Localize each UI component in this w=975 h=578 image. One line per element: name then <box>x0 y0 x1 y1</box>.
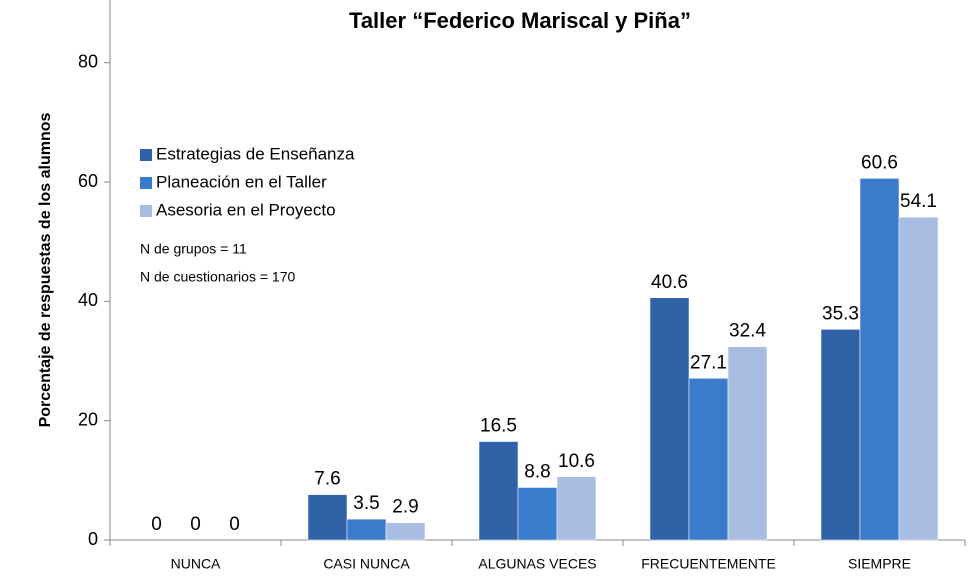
y-tick-label: 80 <box>78 51 98 71</box>
legend-swatch <box>140 205 152 217</box>
value-label: 27.1 <box>690 352 727 373</box>
value-label: 32.4 <box>729 321 766 342</box>
y-tick-label: 60 <box>78 171 98 191</box>
legend-label: Asesoria en el Proyecto <box>156 200 336 219</box>
value-label: 8.8 <box>524 462 550 483</box>
bar <box>346 518 387 541</box>
x-tick-label: SIEMPRE <box>848 556 911 572</box>
y-tick-label: 40 <box>78 290 98 310</box>
y-tick-label: 20 <box>78 409 98 429</box>
bar <box>307 494 348 541</box>
bar <box>478 441 519 541</box>
value-label: 60.6 <box>861 152 898 173</box>
x-tick-label: FRECUENTEMENTE <box>641 556 776 572</box>
x-tick-label: NUNCA <box>171 556 221 572</box>
value-label: 16.5 <box>480 416 517 437</box>
annotation: N de grupos = 11 <box>140 241 247 257</box>
bar <box>688 378 729 541</box>
value-label: 0 <box>151 514 162 535</box>
bar <box>898 216 939 541</box>
bar <box>820 329 861 541</box>
bar <box>859 178 900 541</box>
legend-label: Planeación en el Taller <box>156 172 327 191</box>
chart-title: Taller “Federico Mariscal y Piña” <box>349 8 691 33</box>
annotation: N de cuestionarios = 170 <box>140 269 295 285</box>
value-label: 3.5 <box>353 493 379 514</box>
y-tick-label: 0 <box>88 529 98 549</box>
value-label: 7.6 <box>314 469 340 490</box>
bar <box>727 346 768 541</box>
value-label: 0 <box>229 514 240 535</box>
y-axis-label: Porcentaje de respuestas de los alumnos <box>37 113 54 428</box>
bar <box>649 297 690 541</box>
legend-swatch <box>140 177 152 189</box>
x-tick-label: ALGUNAS VECES <box>478 556 596 572</box>
value-label: 35.3 <box>822 303 859 324</box>
x-tick-label: CASI NUNCA <box>323 556 410 572</box>
value-label: 0 <box>190 514 201 535</box>
value-label: 54.1 <box>900 191 937 212</box>
bar <box>517 487 558 541</box>
legend-label: Estrategias de Enseñanza <box>156 144 355 163</box>
legend-swatch <box>140 149 152 161</box>
value-label: 40.6 <box>651 272 688 293</box>
value-label: 10.6 <box>558 451 595 472</box>
value-label: 2.9 <box>392 497 418 518</box>
bar <box>385 522 426 541</box>
bar <box>556 476 597 541</box>
